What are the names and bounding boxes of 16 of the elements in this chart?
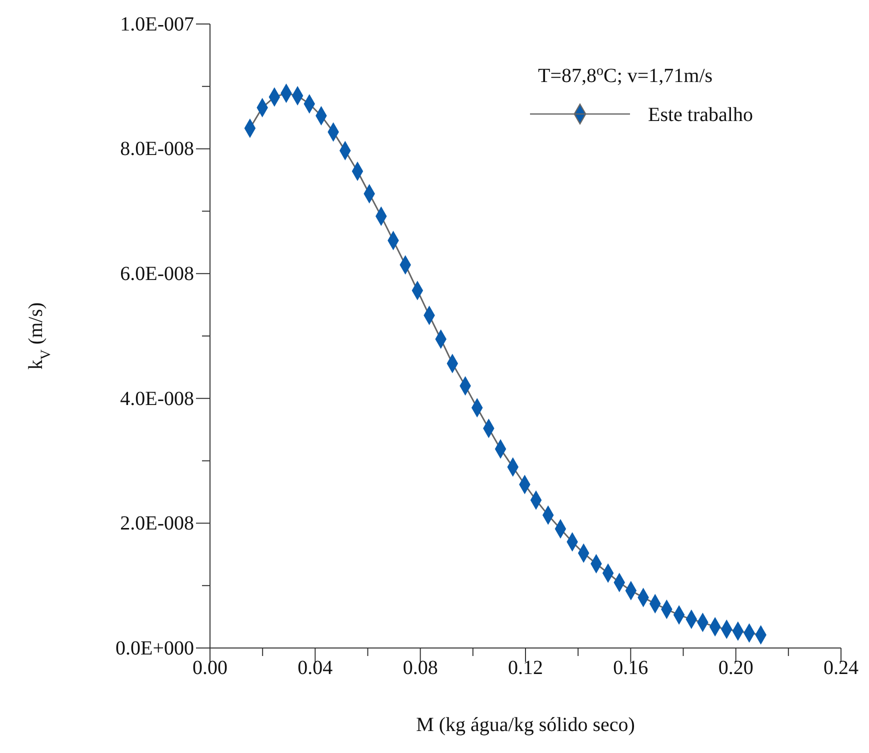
x-tick-label: 0.16 bbox=[613, 657, 648, 680]
x-tick-label: 0.24 bbox=[824, 657, 858, 680]
y-tick-label: 2.0E-008 bbox=[120, 512, 194, 535]
x-tick-label: 0.12 bbox=[508, 657, 543, 680]
x-axis-title: M (kg água/kg sólido seco) bbox=[416, 714, 635, 736]
y-tick-label: 6.0E-008 bbox=[120, 263, 194, 285]
x-tick-label: 0.00 bbox=[192, 657, 228, 680]
y-tick-label: 0.0E+000 bbox=[116, 637, 194, 660]
x-tick-label: 0.04 bbox=[298, 657, 333, 680]
y-tick-label: 8.0E-008 bbox=[120, 138, 194, 160]
x-tick-label: 0.08 bbox=[402, 657, 438, 680]
legend-label: Este trabalho bbox=[648, 104, 753, 126]
y-tick-label: 4.0E-008 bbox=[120, 388, 194, 410]
y-tick-label: 1.0E-007 bbox=[120, 13, 194, 36]
legend-title: T=87,8$^{o}$C; v=1,71m/s bbox=[538, 64, 713, 87]
x-tick-label: 0.20 bbox=[718, 657, 754, 680]
